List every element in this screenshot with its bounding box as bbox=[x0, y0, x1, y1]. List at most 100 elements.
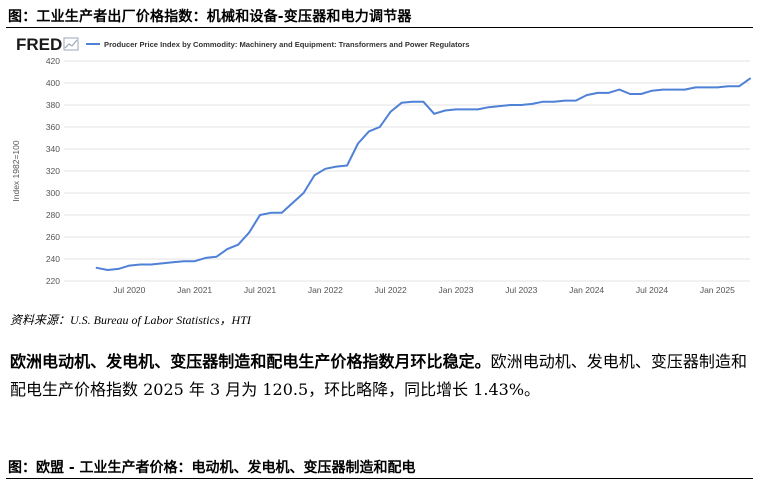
data-point bbox=[411, 100, 414, 103]
data-point bbox=[672, 88, 675, 91]
data-point bbox=[520, 104, 523, 106]
data-point bbox=[487, 106, 490, 108]
data-point bbox=[629, 93, 632, 95]
y-tick-label: 280 bbox=[46, 210, 60, 220]
data-point bbox=[607, 92, 610, 94]
data-point bbox=[150, 263, 152, 266]
x-tick-label: Jan 2023 bbox=[439, 285, 474, 295]
data-point bbox=[248, 231, 250, 234]
series-line bbox=[95, 77, 751, 271]
data-point bbox=[117, 268, 120, 270]
paragraph-rest: 欧洲电动机、发电机、变压器制造和配电生产价格指数 2025 年 3 月为 120… bbox=[10, 352, 747, 399]
data-point bbox=[694, 86, 697, 89]
legend-label: Producer Price Index by Commodity: Machi… bbox=[104, 40, 469, 49]
x-tick-label: Jan 2025 bbox=[700, 285, 735, 295]
body-paragraph: 欧洲电动机、发电机、变压器制造和配电生产价格指数月环比稳定。欧洲电动机、发电机、… bbox=[10, 348, 747, 404]
data-point bbox=[466, 108, 468, 111]
data-point bbox=[215, 256, 218, 258]
y-tick-labels: 220 240 260 280 300 320 340 360 380 400 420 bbox=[46, 56, 60, 286]
data-point bbox=[182, 260, 185, 262]
x-tick-label: Jan 2022 bbox=[308, 285, 343, 295]
data-point bbox=[346, 164, 348, 167]
data-point bbox=[95, 267, 98, 269]
data-point bbox=[455, 108, 457, 111]
y-tick-label: 240 bbox=[46, 254, 60, 264]
data-point bbox=[498, 105, 501, 107]
data-point bbox=[378, 126, 381, 128]
data-point bbox=[106, 269, 109, 271]
series-layer bbox=[95, 77, 751, 271]
data-point bbox=[596, 92, 599, 94]
x-tick-label: Jan 2021 bbox=[177, 285, 212, 295]
y-tick-label: 220 bbox=[46, 276, 60, 286]
x-tick-label: Jul 2024 bbox=[636, 285, 668, 295]
fred-chart-icon bbox=[63, 37, 79, 51]
fred-chart: FRED Producer Price Index by Commodity: … bbox=[8, 33, 753, 303]
y-tick-label: 380 bbox=[46, 100, 60, 110]
data-point bbox=[618, 88, 621, 91]
data-point bbox=[651, 89, 653, 92]
data-point bbox=[749, 77, 751, 80]
data-point bbox=[357, 142, 359, 145]
data-point bbox=[662, 88, 664, 91]
data-point bbox=[172, 261, 174, 264]
data-point bbox=[259, 214, 261, 216]
y-tick-label: 320 bbox=[46, 166, 60, 176]
data-point bbox=[553, 100, 555, 103]
data-point bbox=[476, 108, 479, 111]
source-note: 资料来源：U.S. Bureau of Labor Statistics，HTI bbox=[10, 313, 251, 327]
data-point bbox=[291, 202, 294, 204]
data-point bbox=[280, 212, 283, 214]
data-point bbox=[738, 85, 740, 88]
data-point bbox=[161, 262, 163, 265]
data-point bbox=[324, 168, 327, 170]
x-tick-label: Jul 2023 bbox=[505, 285, 537, 295]
x-tick-label: Jan 2024 bbox=[569, 285, 604, 295]
data-point bbox=[433, 113, 436, 115]
x-tick-label: Jul 2020 bbox=[113, 285, 145, 295]
y-tick-label: 300 bbox=[46, 188, 60, 198]
gridlines bbox=[64, 60, 750, 282]
y-axis-label: Index 1982=100 bbox=[11, 140, 21, 201]
data-point bbox=[509, 104, 512, 106]
data-point bbox=[368, 130, 370, 133]
y-tick-label: 400 bbox=[46, 78, 60, 88]
x-tick-labels: Jul 2020 Jan 2021 Jul 2021 Jan 2022 Jul 2022… bbox=[113, 285, 735, 295]
data-point bbox=[705, 86, 708, 89]
y-tick-label: 260 bbox=[46, 232, 60, 242]
data-point bbox=[444, 109, 446, 112]
data-point bbox=[389, 110, 392, 113]
data-point bbox=[335, 165, 338, 168]
x-tick-label: Jul 2021 bbox=[244, 285, 276, 295]
fred-logo: FRED bbox=[16, 35, 62, 54]
caption-rule-2 bbox=[6, 478, 753, 479]
data-point bbox=[564, 99, 566, 102]
y-tick-label: 360 bbox=[46, 122, 60, 132]
chart-svg: FRED Producer Price Index by Commodity: … bbox=[11, 35, 751, 295]
data-point bbox=[302, 192, 305, 194]
data-point bbox=[128, 264, 131, 267]
data-point bbox=[683, 88, 686, 91]
y-tick-label: 420 bbox=[46, 56, 60, 66]
data-point bbox=[640, 93, 642, 95]
data-point bbox=[400, 102, 403, 104]
y-tick-label: 340 bbox=[46, 144, 60, 154]
x-tick-label: Jul 2022 bbox=[375, 285, 407, 295]
data-point bbox=[574, 99, 577, 102]
data-point bbox=[237, 243, 240, 246]
caption-rule bbox=[6, 27, 753, 28]
figure-caption-1: 图：工业生产者出厂价格指数：机械和设备-变压器和电力调节器 bbox=[8, 9, 412, 25]
figure-caption-2: 图：欧盟 - 工业生产者价格：电动机、发电机、变压器制造和配电 bbox=[8, 460, 416, 476]
data-point bbox=[585, 94, 588, 96]
data-point bbox=[422, 100, 425, 103]
data-point bbox=[226, 248, 229, 250]
data-point bbox=[193, 260, 196, 262]
data-point bbox=[313, 174, 316, 177]
data-point bbox=[139, 263, 142, 266]
data-point bbox=[716, 86, 719, 89]
paragraph-lead: 欧洲电动机、发电机、变压器制造和配电生产价格指数月环比稳定。 bbox=[10, 352, 491, 371]
data-point bbox=[531, 103, 534, 105]
data-point bbox=[204, 257, 207, 259]
data-point bbox=[542, 100, 544, 103]
data-point bbox=[727, 85, 730, 88]
